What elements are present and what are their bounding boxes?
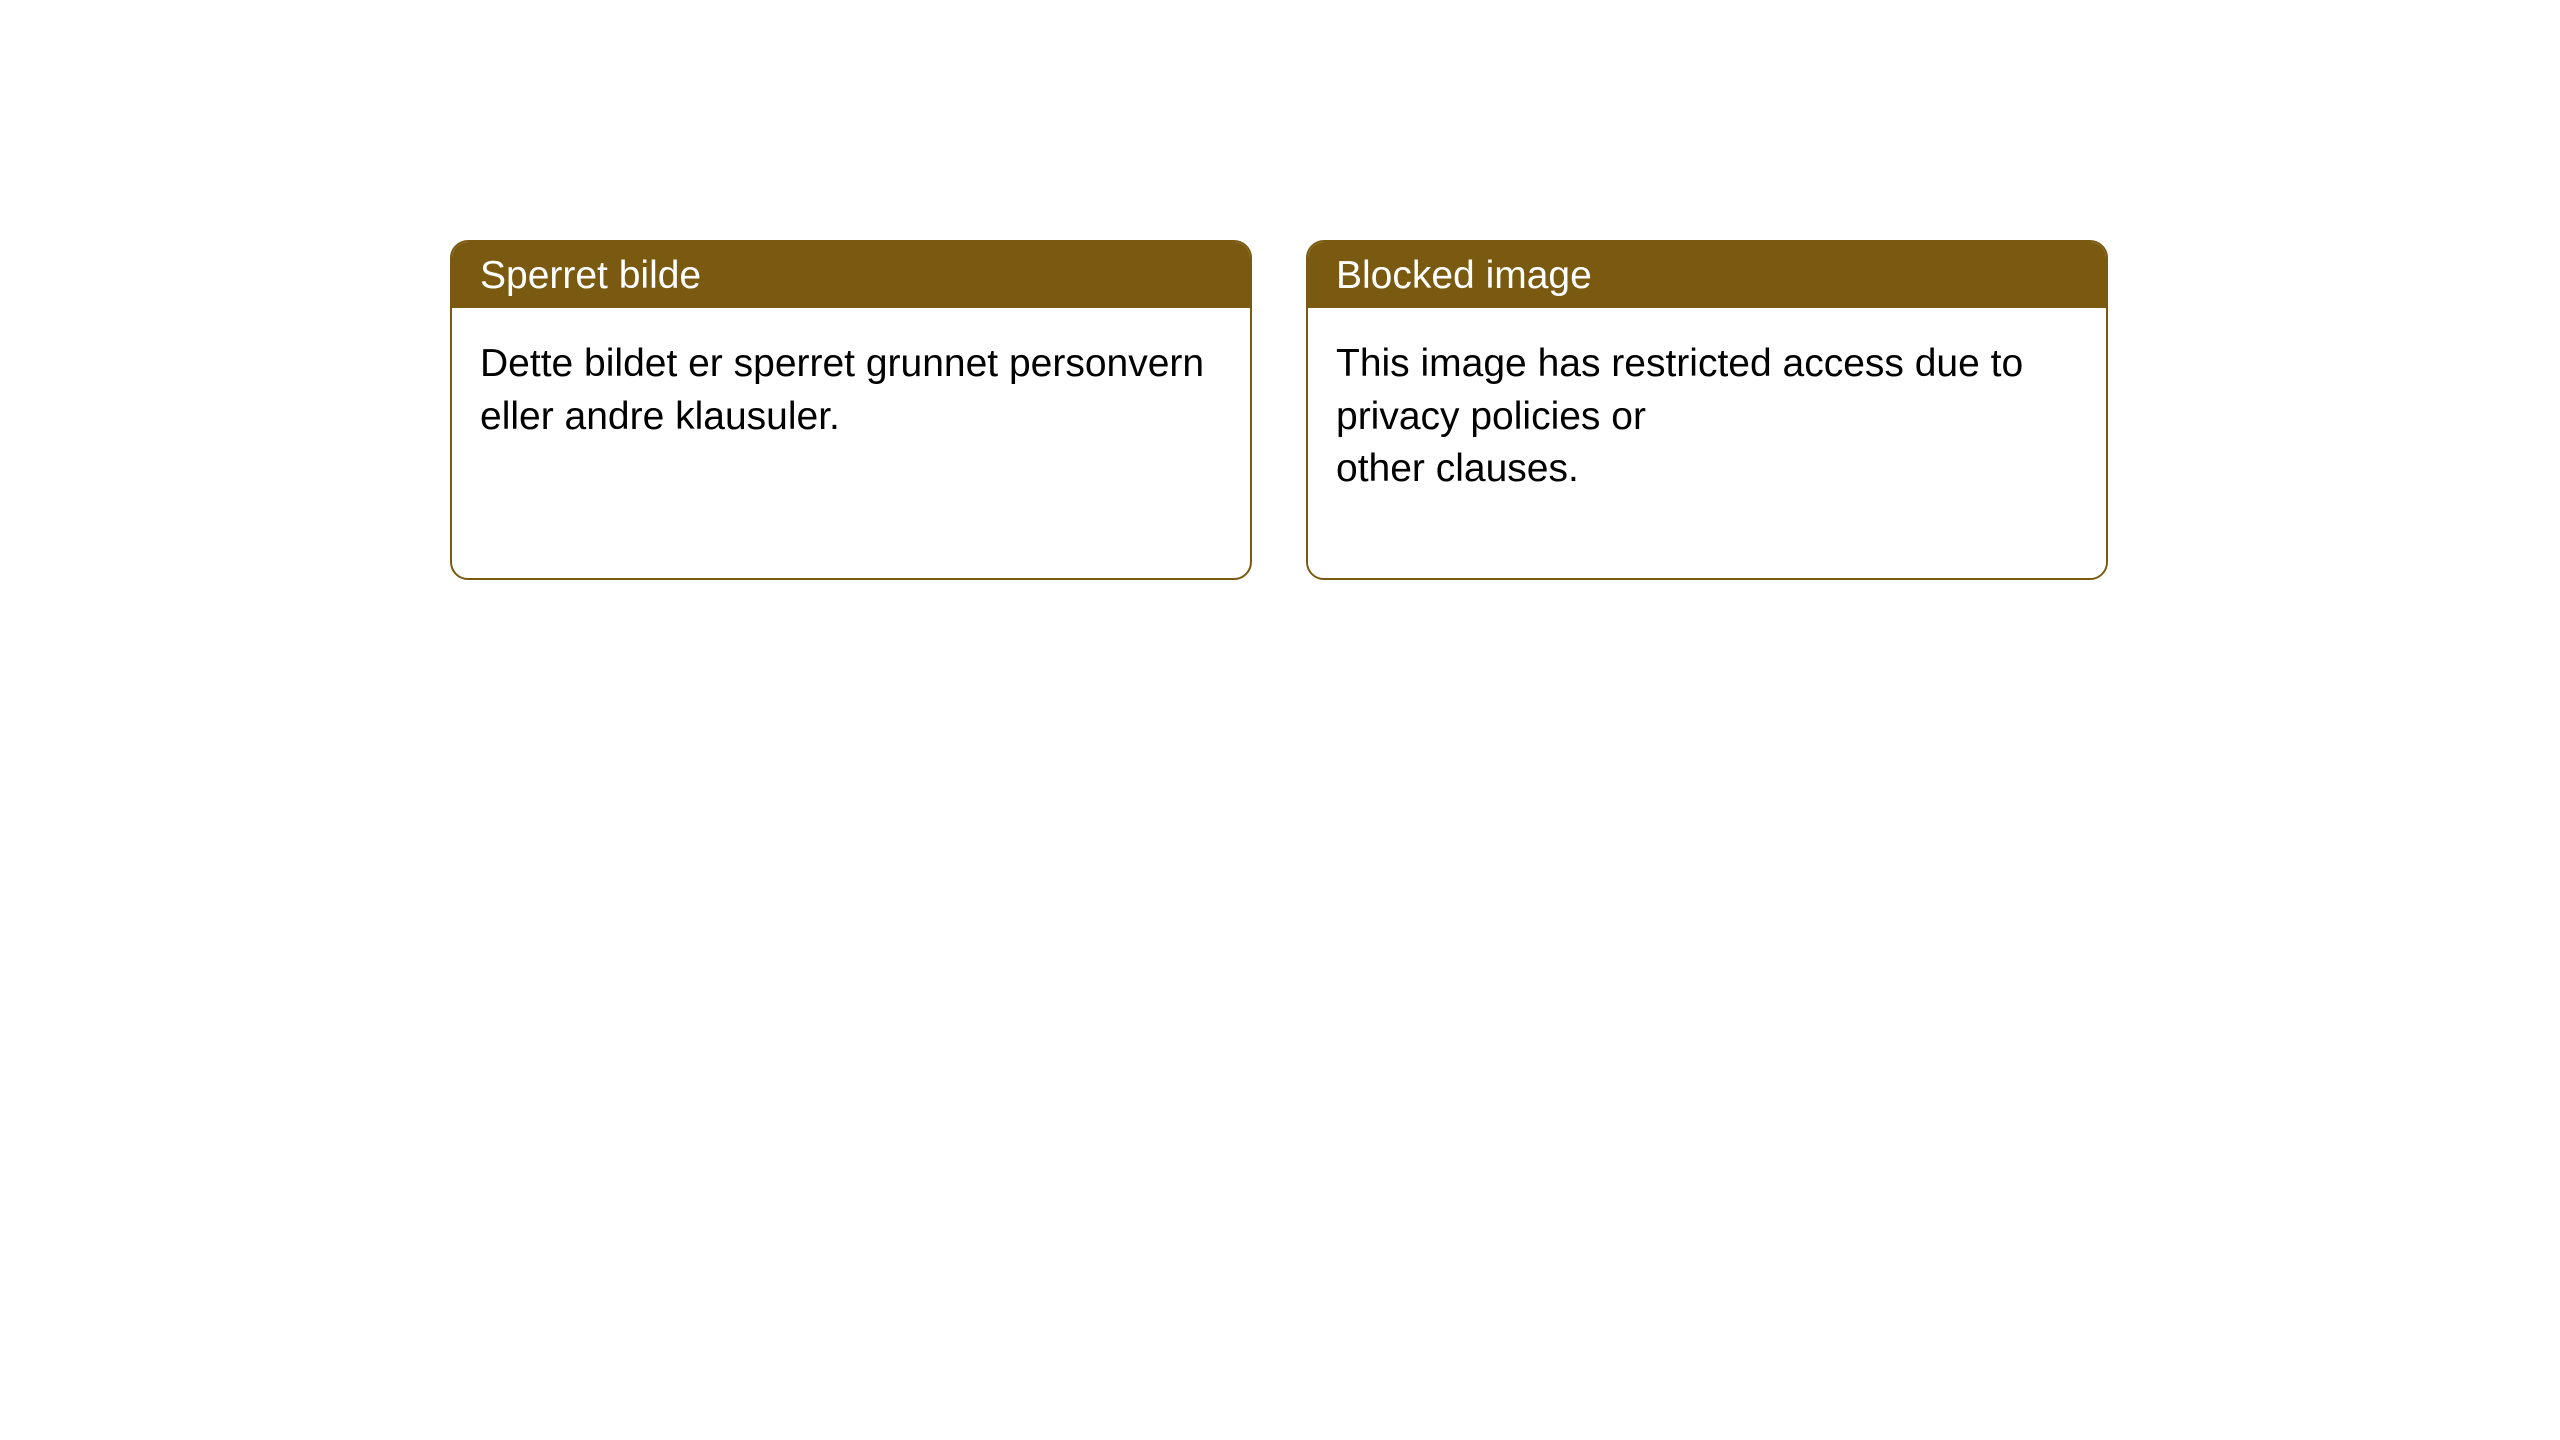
notice-card-norwegian: Sperret bilde Dette bildet er sperret gr… bbox=[450, 240, 1252, 580]
notice-card-header: Sperret bilde bbox=[452, 242, 1250, 308]
notice-card-body: Dette bildet er sperret grunnet personve… bbox=[452, 308, 1250, 525]
notice-container: Sperret bilde Dette bildet er sperret gr… bbox=[0, 0, 2560, 580]
notice-card-english: Blocked image This image has restricted … bbox=[1306, 240, 2108, 580]
notice-card-body: This image has restricted access due to … bbox=[1308, 308, 2106, 578]
notice-card-header: Blocked image bbox=[1308, 242, 2106, 308]
